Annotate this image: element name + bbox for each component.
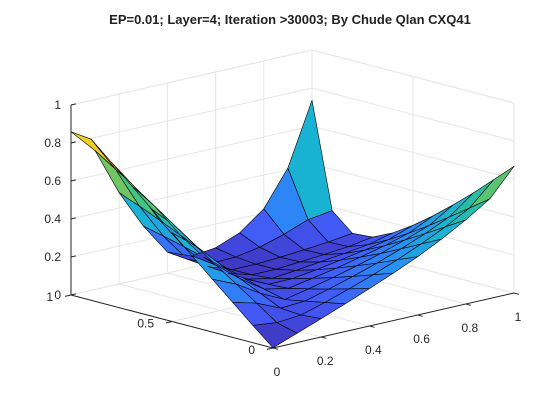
- x-tick-label: 0.6: [413, 332, 430, 346]
- z-tick-mark: [70, 217, 76, 220]
- z-tick-mark: [70, 103, 76, 106]
- axes-lines: [64, 103, 520, 350]
- x-tick-label: 1: [515, 310, 522, 324]
- z-tick-label: 0.4: [44, 212, 61, 226]
- y-tick-label: 0: [248, 343, 255, 357]
- grid-line: [311, 125, 515, 180]
- y-tick-mark: [165, 321, 173, 324]
- box-edge: [70, 49, 313, 106]
- z-tick-label: 0.6: [44, 174, 61, 188]
- x-tick-mark: [321, 336, 327, 339]
- z-tick-label: 0.8: [44, 136, 61, 150]
- z-tick-mark: [70, 179, 76, 182]
- surface-plot: [70, 100, 515, 349]
- y-tick-label: 0.5: [137, 317, 154, 331]
- x-axis-line: [272, 292, 515, 349]
- z-tick-label: 1: [54, 98, 61, 112]
- chart-title: EP=0.01; Layer=4; Iteration >30003; By C…: [109, 12, 471, 27]
- grid-line: [311, 163, 515, 218]
- z-tick-label: 0.2: [44, 250, 61, 264]
- y-tick-mark: [266, 347, 274, 350]
- x-tick-mark: [513, 292, 520, 295]
- z-tick-label: 0: [54, 288, 61, 302]
- x-tick-label: 0.4: [365, 343, 382, 357]
- x-tick-mark: [272, 347, 279, 350]
- y-tick-label: 1: [46, 290, 53, 304]
- x-tick-mark: [417, 314, 423, 317]
- surface-facet: [469, 166, 515, 209]
- grid-line: [70, 87, 313, 144]
- x-tick-mark: [369, 325, 375, 328]
- x-tick-label: 0: [274, 365, 281, 379]
- x-tick-mark: [465, 303, 471, 306]
- x-tick-label: 0.2: [317, 354, 334, 368]
- z-tick-mark: [70, 293, 76, 296]
- z-tick-mark: [70, 141, 76, 144]
- grid-line: [311, 87, 515, 142]
- box-edge: [311, 49, 515, 104]
- x-tick-label: 0.8: [461, 321, 478, 335]
- z-tick-mark: [70, 255, 76, 258]
- grid-line: [70, 163, 313, 220]
- y-tick-mark: [64, 294, 72, 297]
